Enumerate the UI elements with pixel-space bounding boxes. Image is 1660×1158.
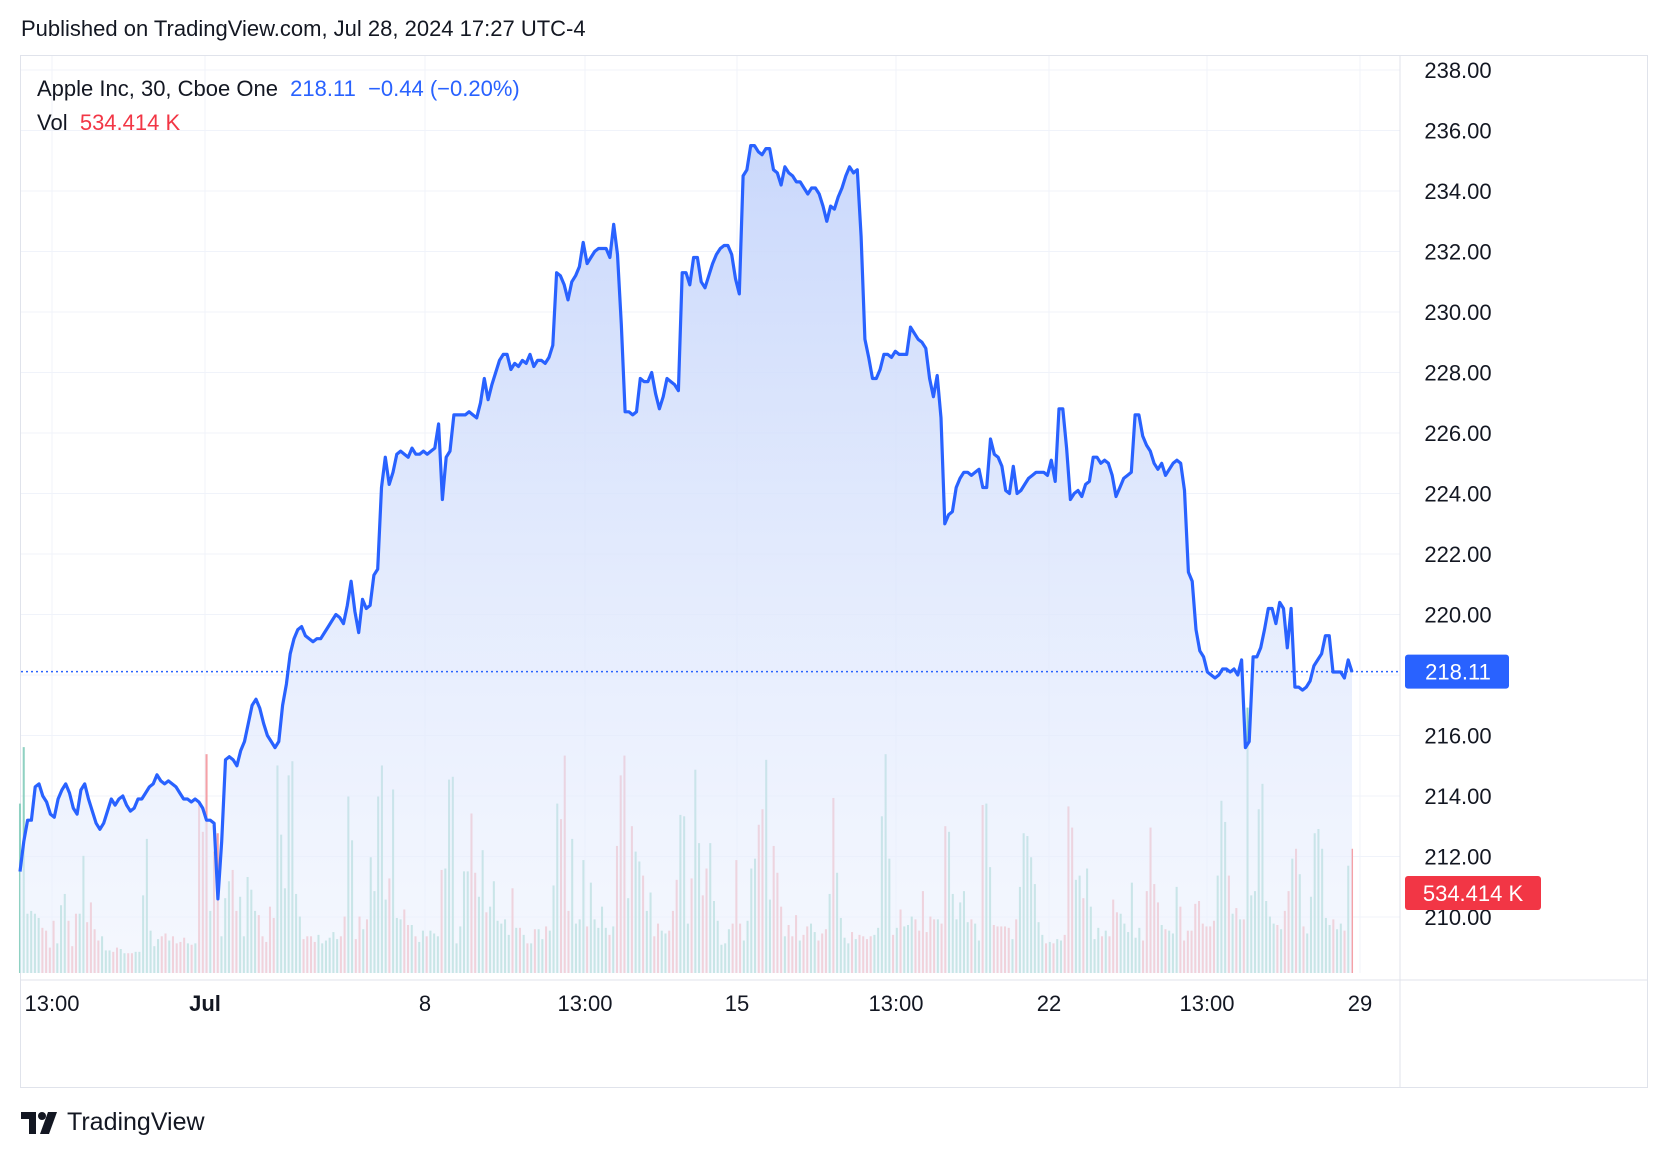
legend-symbol: Apple Inc, 30, Cboe One [37,76,278,101]
price-tick-label: 226.00 [1424,421,1491,446]
chart-legend: Apple Inc, 30, Cboe One 218.11 −0.44 (−0… [37,72,520,140]
time-tick-label: Jul [189,991,221,1016]
last-volume-badge-label: 534.414 K [1423,881,1524,906]
price-tick-label: 220.00 [1424,603,1491,628]
price-area [20,145,1352,974]
price-tick-label: 232.00 [1424,240,1491,265]
brand-name: TradingView [67,1108,205,1136]
time-tick-label: 13:00 [557,991,612,1016]
tradingview-logo-icon [21,1111,57,1134]
axis-badges: 218.11 534.414 K [1405,654,1541,910]
price-tick-label: 234.00 [1424,179,1491,204]
price-tick-label: 236.00 [1424,119,1491,144]
legend-vol-label: Vol [37,110,68,135]
price-tick-label: 228.00 [1424,361,1491,386]
time-tick-label: 22 [1037,991,1061,1016]
last-price-badge-label: 218.11 [1425,660,1491,685]
time-tick-label: 13:00 [24,991,79,1016]
tradingview-brand[interactable]: TradingView [21,1108,205,1137]
price-line [18,144,1354,901]
time-tick-label: 29 [1348,991,1372,1016]
last-price-badge [1405,654,1509,689]
time-tick-label: 8 [419,991,431,1016]
published-caption: Published on TradingView.com, Jul 28, 20… [21,16,586,41]
price-tick-label: 216.00 [1424,724,1491,749]
legend-symbol-row[interactable]: Apple Inc, 30, Cboe One 218.11 −0.44 (−0… [37,72,520,106]
price-tick-label: 224.00 [1424,482,1491,507]
price-tick-label: 212.00 [1424,845,1491,870]
price-tick-label: 238.00 [1424,58,1491,83]
price-tick-label: 222.00 [1424,542,1491,567]
time-tick-label: 13:00 [868,991,923,1016]
legend-volume-row[interactable]: Vol 534.414 K [37,106,520,140]
price-tick-label: 214.00 [1424,784,1491,809]
legend-last: 218.11 [290,76,356,101]
chart-frame [20,55,1648,1088]
legend-vol-value: 534.414 K [79,110,181,135]
time-tick-label: 13:00 [1179,991,1234,1016]
price-axis: 210.00212.00214.00216.00220.00222.00224.… [1424,58,1491,930]
legend-change: −0.44 (−0.20%) [368,76,520,101]
time-tick-label: 15 [725,991,749,1016]
last-volume-badge [1405,876,1541,910]
price-tick-label: 230.00 [1424,300,1491,325]
time-axis: 13:00 Jul 8 13:00 15 13:00 22 13:00 29 [24,991,1372,1016]
